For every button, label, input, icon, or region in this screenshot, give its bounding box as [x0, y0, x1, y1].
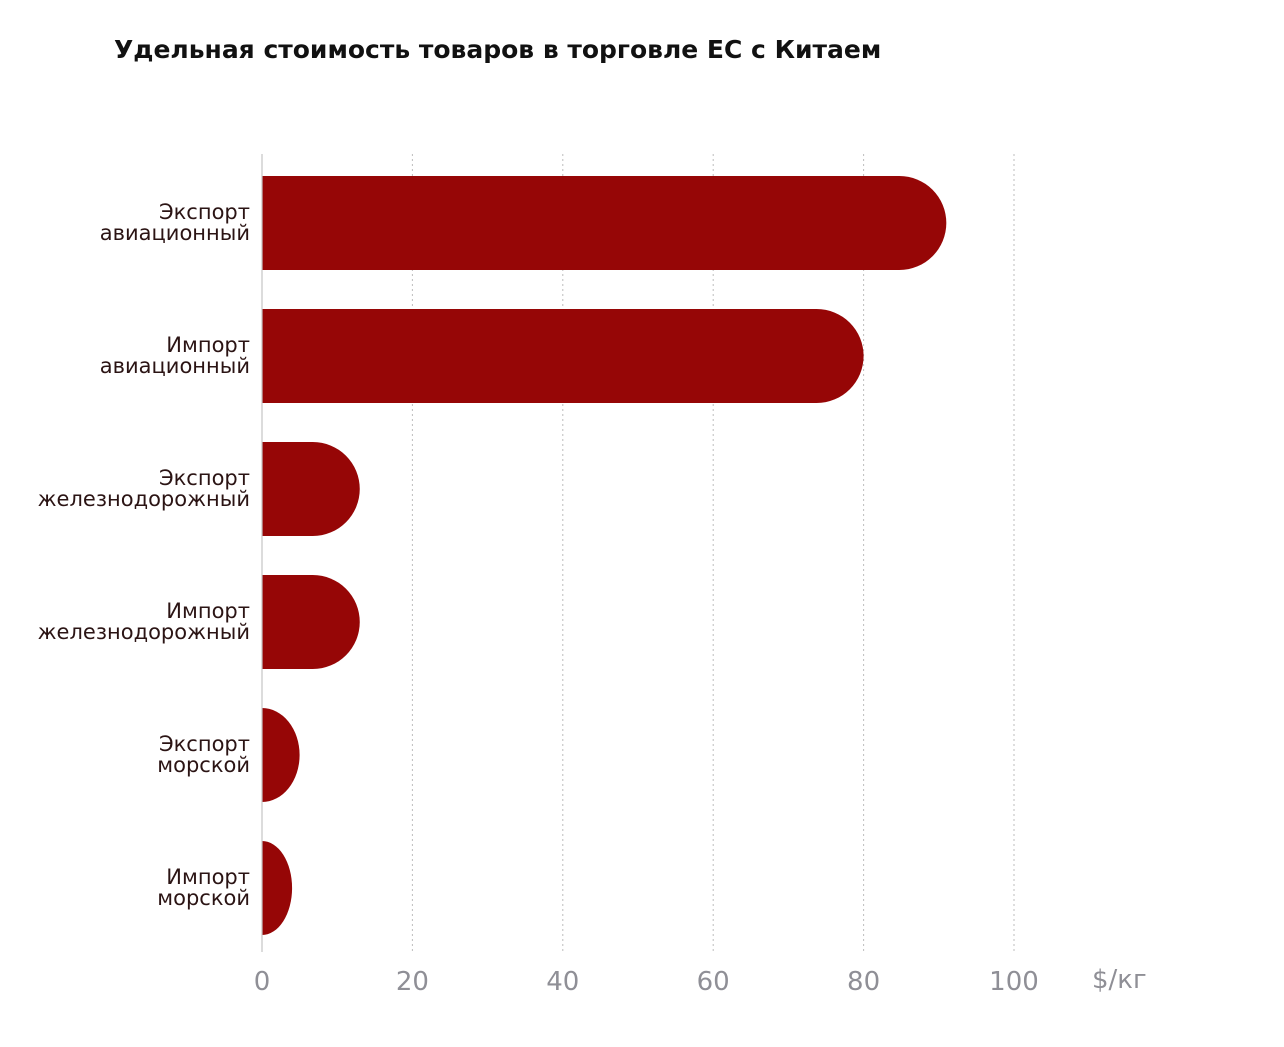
category-label-line: авиационный [100, 354, 250, 378]
category-label-line: Экспорт [159, 466, 250, 490]
bar-4 [262, 708, 300, 802]
x-tick-label-40: 40 [546, 967, 579, 997]
chart-title: Удельная стоимость товаров в торговле ЕС… [114, 35, 882, 64]
category-label-1: Импорт авиационный [100, 333, 250, 378]
category-label-line: морской [157, 886, 250, 910]
category-label-5: Импорт морской [157, 865, 250, 910]
x-tick-label-0: 0 [254, 967, 271, 997]
category-label-line: морской [157, 753, 250, 777]
category-label-line: Экспорт [159, 200, 250, 224]
x-tick-label-20: 20 [396, 967, 429, 997]
category-label-line: железнодорожный [38, 620, 250, 644]
category-label-3: Импорт железнодорожный [38, 599, 250, 644]
category-label-4: Экспорт морской [157, 732, 250, 777]
category-label-line: Импорт [166, 599, 250, 623]
category-label-2: Экспорт железнодорожный [38, 466, 250, 511]
bar-2 [262, 442, 360, 536]
bar-5 [262, 841, 293, 935]
category-label-0: Экспорт авиационный [100, 200, 250, 245]
category-label-line: Импорт [166, 333, 250, 357]
x-unit-label: $/кг [1092, 965, 1147, 995]
category-label-line: Экспорт [159, 732, 250, 756]
bar-0 [262, 176, 947, 270]
category-label-line: железнодорожный [38, 487, 250, 511]
x-tick-label-100: 100 [989, 967, 1039, 997]
category-label-line: авиационный [100, 221, 250, 245]
bar-3 [262, 575, 360, 669]
category-label-line: Импорт [166, 865, 250, 889]
bar-1 [262, 309, 864, 403]
x-tick-label-80: 80 [847, 967, 880, 997]
x-tick-label-60: 60 [697, 967, 730, 997]
